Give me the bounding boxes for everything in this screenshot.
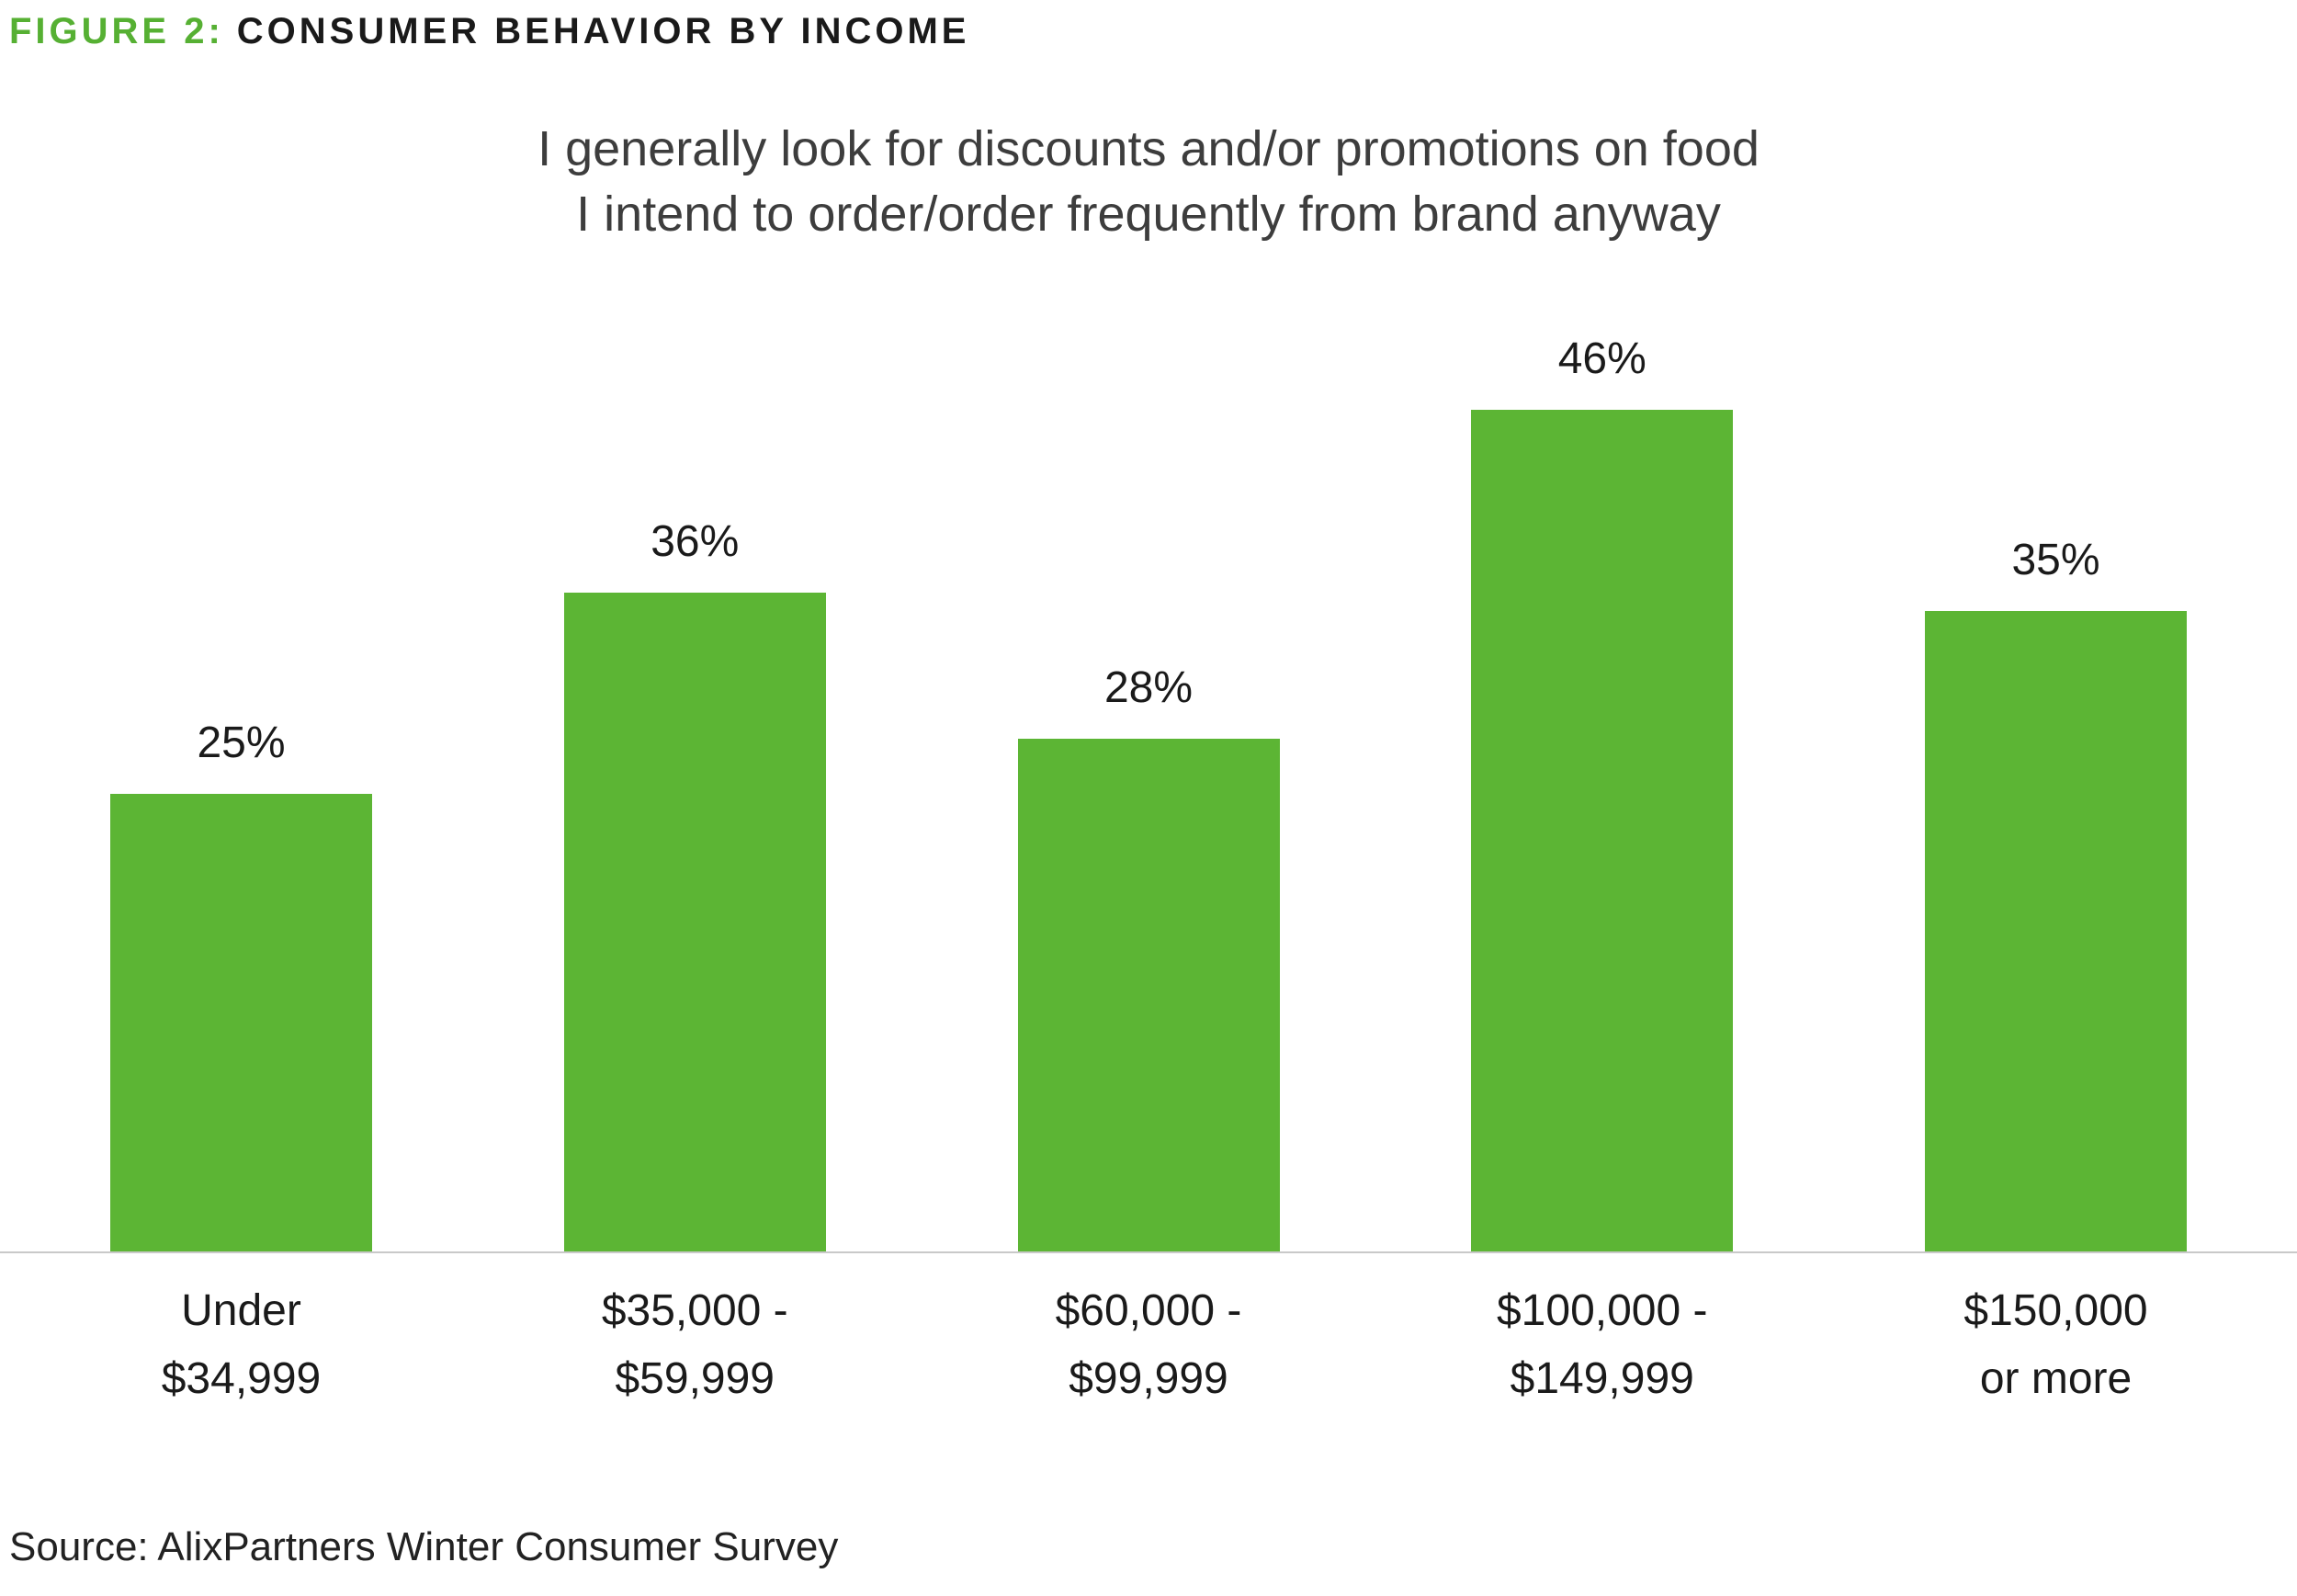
category-label-line: or more [1979,1353,2133,1403]
category-label: $150,000 or more [1925,1277,2187,1414]
chart-title-line2: I intend to order/order frequently from … [576,187,1721,243]
figure-title: CONSUMER BEHAVIOR BY INCOME [236,11,970,51]
figure-number-label: FIGURE 2: [9,11,224,51]
bar-column: 28% [1017,662,1280,1251]
category-label-line: $100,000 - [1496,1285,1708,1335]
source-attribution: Source: AlixPartners Winter Consumer Sur… [9,1524,839,1569]
bar [110,794,372,1251]
bar-column: 36% [563,516,826,1251]
bar [1471,410,1734,1251]
bar-value-label: 25% [197,719,286,768]
bar-column: 46% [1471,334,1734,1251]
bars-area: 25% 36% 28% 46% 35% [0,257,2297,1251]
bar-value-label: 35% [2011,536,2100,585]
bar-chart: 25% 36% 28% 46% 35% Under $34,999 $35,000 - $59… [0,257,2297,1414]
category-label-line: $35,000 - [601,1285,788,1335]
bar-column: 35% [1925,535,2187,1251]
category-label: $35,000 - $59,999 [564,1277,826,1414]
bar [563,593,826,1251]
category-label: Under $34,999 [110,1277,372,1414]
category-label-line: $60,000 - [1055,1285,1242,1335]
category-label: $100,000 - $149,999 [1471,1277,1733,1414]
bar-column: 25% [110,718,372,1251]
bar [1017,739,1280,1251]
category-labels: Under $34,999 $35,000 - $59,999 $60,000 - $99… [0,1277,2297,1414]
category-label-line: $59,999 [615,1353,775,1403]
category-label-line: $99,999 [1069,1353,1228,1403]
chart-title: I generally look for discounts and/or pr… [0,117,2297,248]
bar-value-label: 36% [651,517,740,567]
bar-value-label: 46% [1557,334,1646,384]
x-axis-line [0,1251,2297,1253]
category-label: $60,000 - $99,999 [1018,1277,1280,1414]
bar-value-label: 28% [1103,663,1194,713]
category-label-line: $150,000 [1963,1285,2148,1335]
category-label-line: $149,999 [1510,1353,1694,1403]
category-label-line: Under [181,1285,301,1335]
figure-header: FIGURE 2: CONSUMER BEHAVIOR BY INCOME [0,0,2297,52]
chart-title-line1: I generally look for discounts and/or pr… [537,121,1760,176]
bar [1925,611,2187,1251]
category-label-line: $34,999 [161,1353,322,1403]
